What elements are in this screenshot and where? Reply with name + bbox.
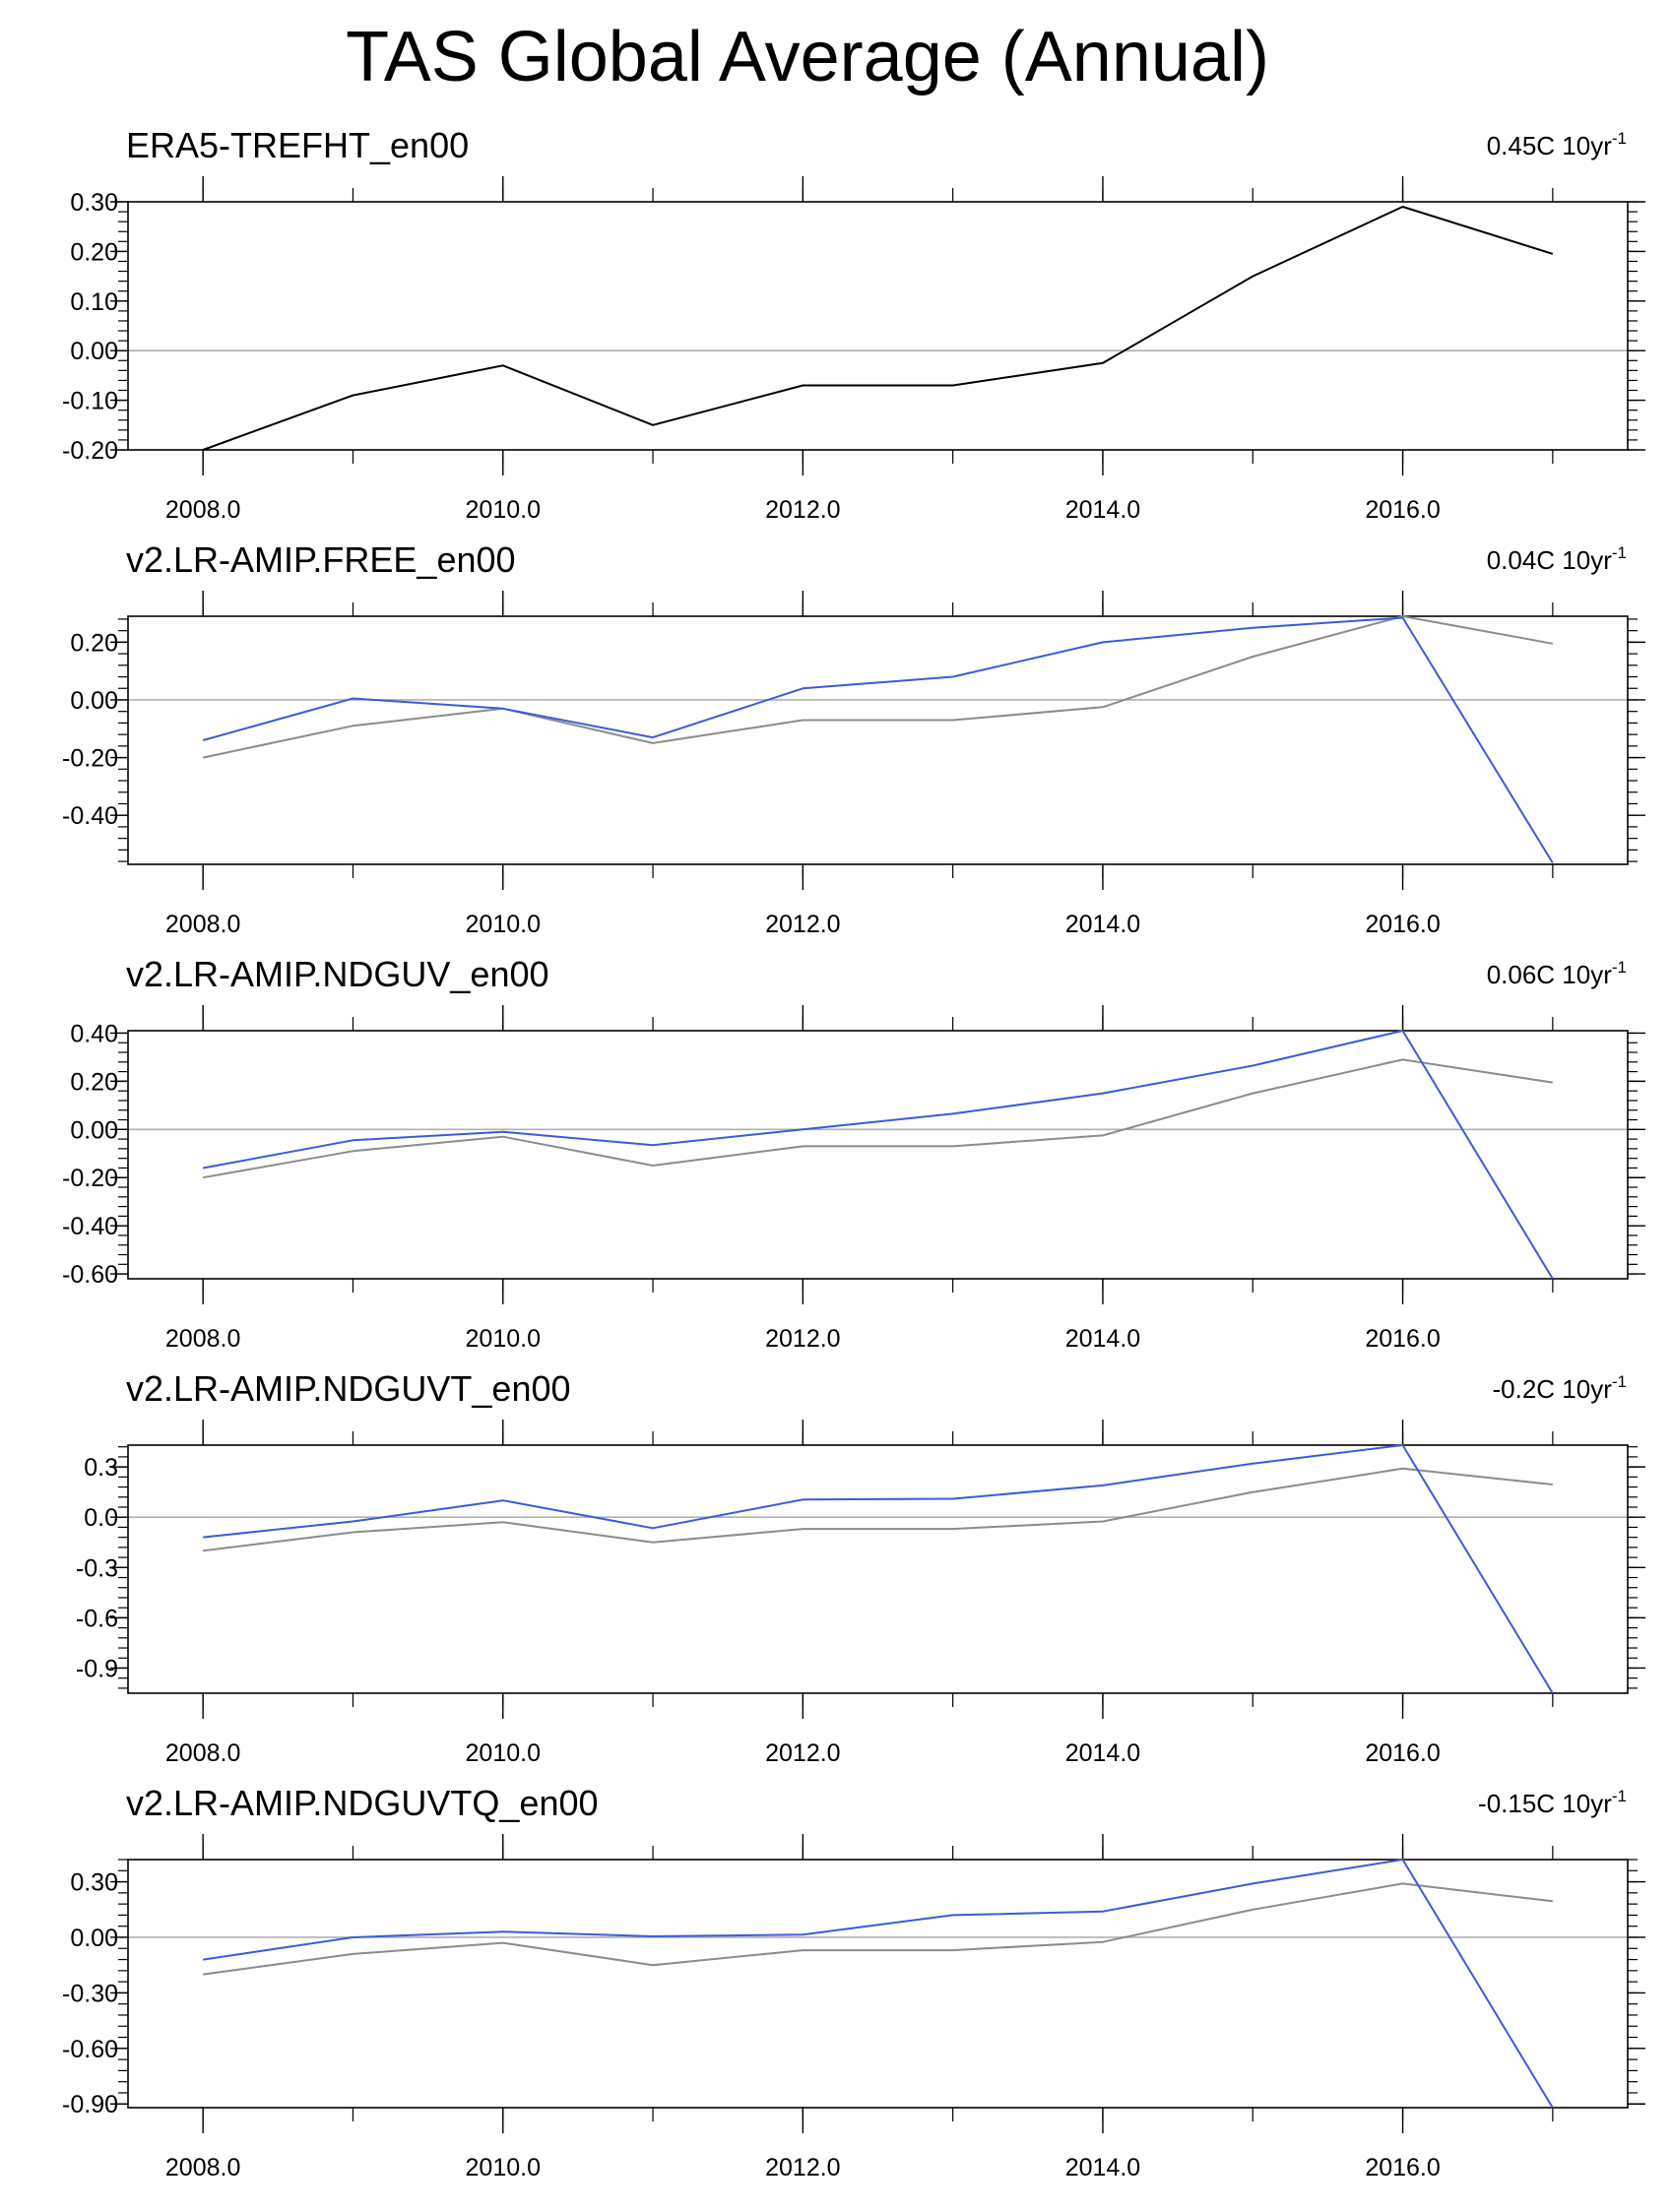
y-tick-label: 0.0	[84, 1504, 118, 1532]
trend-value: 0.06C 10yr	[1487, 960, 1613, 989]
x-tick-label: 2014.0	[1065, 1325, 1140, 1353]
y-tick-label: 0.30	[70, 1869, 118, 1897]
y-tick-label: 0.00	[70, 1925, 118, 1952]
y-tick-label: -0.9	[76, 1655, 118, 1682]
trend-exponent: -1	[1612, 543, 1627, 562]
y-tick-label: -0.40	[62, 1213, 118, 1240]
plot-frame	[127, 615, 1629, 865]
y-tick-label: -0.6	[76, 1605, 118, 1632]
trend-value: 0.45C 10yr	[1487, 131, 1613, 160]
x-tick-label: 2014.0	[1065, 1739, 1140, 1767]
y-tick-label: -0.90	[62, 2091, 118, 2118]
x-tick-label: 2008.0	[165, 496, 240, 524]
x-tick-label: 2012.0	[765, 1739, 840, 1767]
x-tick-label: 2014.0	[1065, 496, 1140, 524]
model-series-line	[203, 1030, 1554, 1280]
y-tick-label: -0.60	[62, 2036, 118, 2063]
trend-value: 0.04C 10yr	[1487, 545, 1613, 575]
x-tick-label: 2012.0	[765, 1325, 840, 1353]
x-tick-label: 2012.0	[765, 911, 840, 938]
x-tick-label: 2010.0	[466, 911, 541, 938]
reference-series-line	[203, 1467, 1553, 1552]
plot-frame	[127, 1859, 1629, 2109]
trend-label: -0.15C 10yr-1	[1478, 1787, 1627, 1818]
trend-label: 0.45C 10yr-1	[1487, 129, 1627, 160]
y-tick-label: -0.20	[62, 1165, 118, 1192]
y-tick-label: 0.20	[70, 1068, 118, 1096]
panels: ERA5-TREFHT_en00 0.45C 10yr-10.300.200.10…	[62, 125, 1645, 2181]
x-tick-label: 2010.0	[466, 496, 541, 524]
panel-2: v2.LR-AMIP.FREE_en00 0.04C 10yr-1 0.20 0.00…	[62, 539, 1645, 938]
panel-3: v2.LR-AMIP.NDGUV_en00 0.06C 10yr-1 0.40 0.2…	[62, 954, 1645, 1353]
x-tick-label: 2016.0	[1365, 911, 1440, 938]
model-series-line	[203, 1444, 1554, 1694]
x-tick-label: 2012.0	[765, 2154, 840, 2181]
x-tick-label: 2010.0	[466, 1739, 541, 1767]
x-tick-label: 2008.0	[165, 2154, 240, 2181]
plot-frame	[127, 1444, 1629, 1694]
y-tick-label: 0.00	[70, 338, 118, 365]
x-tick-label: 2016.0	[1365, 1739, 1440, 1767]
y-tick-label: -0.40	[62, 802, 118, 830]
plot-frame	[127, 1030, 1629, 1280]
panel-5: v2.LR-AMIP.NDGUVTQ_en00 -0.15C 10yr-1 0.30…	[62, 1783, 1645, 2181]
panel-title: v2.LR-AMIP.NDGUVT_en00	[126, 1368, 571, 1409]
panel-title: ERA5-TREFHT_en00	[126, 125, 469, 165]
x-tick-label: 2016.0	[1365, 2154, 1440, 2181]
x-tick-label: 2008.0	[165, 1325, 240, 1353]
y-tick-label: 0.40	[70, 1020, 118, 1047]
y-tick-label: -0.3	[76, 1554, 118, 1582]
panel-title: v2.LR-AMIP.FREE_en00	[126, 539, 516, 580]
x-tick-label: 2012.0	[765, 496, 840, 524]
plot-frame	[127, 201, 1629, 451]
panel-title: v2.LR-AMIP.NDGUV_en00	[126, 954, 549, 994]
y-tick-label: 0.10	[70, 288, 118, 316]
model-series-line	[202, 616, 1554, 864]
y-tick-label: 0.20	[70, 238, 118, 266]
y-tick-label: -0.30	[62, 1980, 118, 2007]
y-tick-label: -0.60	[62, 1261, 118, 1289]
y-tick-label: 0.00	[70, 1116, 118, 1144]
reference-series-line	[202, 615, 1553, 759]
x-tick-label: 2014.0	[1065, 911, 1140, 938]
panel-4: v2.LR-AMIP.NDGUVT_en00 -0.2C 10yr-1 0.3 0.0…	[76, 1368, 1645, 1767]
trend-value: -0.15C 10yr	[1478, 1789, 1612, 1818]
reference-series-line	[203, 1058, 1553, 1179]
x-tick-label: 2010.0	[466, 2154, 541, 2181]
y-tick-label: 0.30	[70, 189, 118, 217]
trend-exponent: -1	[1612, 1787, 1627, 1805]
x-tick-label: 2016.0	[1365, 496, 1440, 524]
panel-1: ERA5-TREFHT_en00 0.45C 10yr-1 0.30 0.20 0.10…	[62, 125, 1645, 524]
x-tick-label: 2016.0	[1365, 1325, 1440, 1353]
trend-value: -0.2C 10yr	[1492, 1374, 1612, 1404]
y-tick-label: -0.20	[62, 745, 118, 773]
x-tick-label: 2014.0	[1065, 2154, 1140, 2181]
x-tick-label: 2010.0	[466, 1325, 541, 1353]
x-tick-label: 2008.0	[165, 1739, 240, 1767]
y-tick-label: 0.3	[84, 1454, 118, 1482]
trend-exponent: -1	[1612, 1372, 1627, 1391]
model-series-line	[203, 1859, 1554, 2109]
trend-exponent: -1	[1612, 129, 1627, 148]
figure-title: TAS Global Average (Annual)	[346, 18, 1269, 96]
y-tick-label: -0.20	[62, 437, 118, 465]
reference-series-line	[202, 206, 1554, 451]
reference-series-line	[203, 1882, 1553, 1976]
trend-label: 0.04C 10yr-1	[1487, 543, 1627, 575]
trend-label: -0.2C 10yr-1	[1492, 1372, 1627, 1404]
panel-title: v2.LR-AMIP.NDGUVTQ_en00	[126, 1783, 599, 1823]
trend-exponent: -1	[1612, 958, 1627, 977]
y-tick-label: 0.00	[70, 687, 118, 715]
x-tick-label: 2008.0	[165, 911, 240, 938]
y-tick-label: 0.20	[70, 629, 118, 657]
trend-label: 0.06C 10yr-1	[1487, 958, 1627, 989]
y-tick-label: -0.10	[62, 388, 118, 415]
